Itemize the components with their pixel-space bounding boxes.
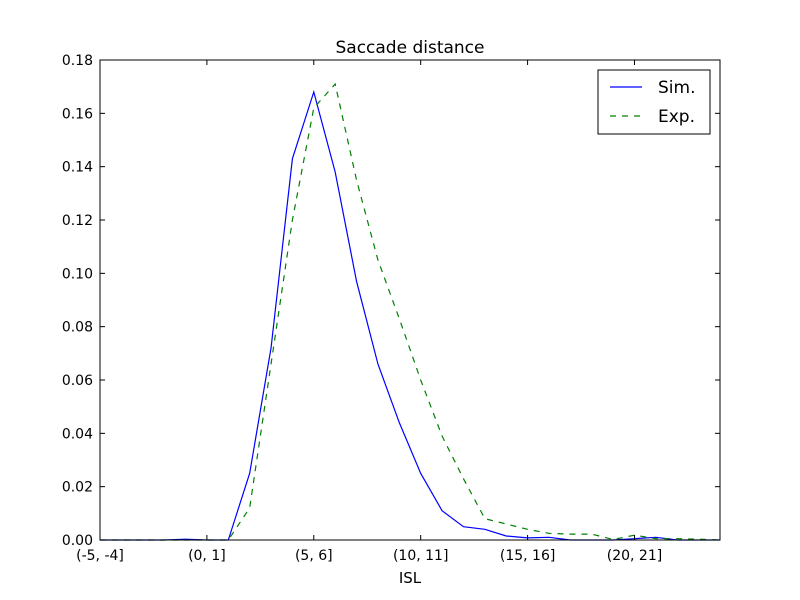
y-tick-label: 0.14: [62, 160, 93, 176]
x-tick-label: (15, 16]: [500, 548, 555, 564]
x-tick-label: (-5, -4]: [76, 548, 124, 564]
chart-title: Saccade distance: [335, 38, 484, 58]
y-tick-label: 0.00: [62, 533, 93, 549]
y-tick-label: 0.10: [62, 266, 93, 282]
y-axis-ticks: 0.00 0.02 0.04 0.06 0.08 0.10 0.12 0.14 0.16 0.18: [62, 53, 720, 549]
y-tick-label: 0.12: [62, 213, 93, 229]
y-tick-label: 0.02: [62, 480, 93, 496]
x-axis-label: ISL: [399, 569, 422, 587]
x-tick-label: (10, 11]: [393, 548, 448, 564]
legend-label-exp: Exp.: [658, 107, 695, 127]
y-tick-label: 0.08: [62, 320, 93, 336]
x-tick-label: (20, 21]: [607, 548, 662, 564]
y-tick-label: 0.04: [62, 426, 93, 442]
series-line-exp: [100, 82, 721, 541]
plot-frame: [99, 59, 721, 541]
legend: Sim. Exp.: [597, 69, 711, 135]
y-tick-label: 0.16: [62, 106, 93, 122]
x-tick-label: (0, 1]: [188, 548, 226, 564]
x-tick-label: (5, 6]: [295, 548, 333, 564]
legend-label-sim: Sim.: [658, 78, 695, 98]
y-tick-label: 0.18: [62, 53, 93, 69]
legend-box: [597, 69, 711, 135]
y-tick-label: 0.06: [62, 373, 93, 389]
x-axis-ticks: (-5, -4] (0, 1] (5, 6] (10, 11] (15, 16] (20,…: [76, 60, 662, 564]
